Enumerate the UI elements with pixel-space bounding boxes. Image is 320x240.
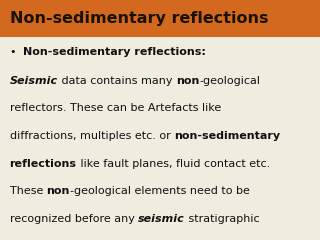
- Text: These: These: [10, 186, 46, 196]
- Text: seismic: seismic: [138, 214, 185, 224]
- Text: like fault planes, fluid contact etc.: like fault planes, fluid contact etc.: [76, 159, 270, 168]
- Text: data contains many: data contains many: [58, 76, 176, 86]
- Text: stratigraphic: stratigraphic: [185, 214, 259, 224]
- Text: -geological: -geological: [199, 76, 260, 86]
- Text: -geological elements need to be: -geological elements need to be: [70, 186, 250, 196]
- Text: reflectors. These can be Artefacts like: reflectors. These can be Artefacts like: [10, 103, 221, 113]
- Text: non: non: [46, 186, 70, 196]
- Text: Non-sedimentary reflections:: Non-sedimentary reflections:: [23, 47, 206, 57]
- Text: Non-sedimentary reflections: Non-sedimentary reflections: [10, 11, 268, 26]
- Text: Seismic: Seismic: [10, 76, 58, 86]
- Text: •: •: [10, 47, 23, 57]
- Text: reflections: reflections: [10, 159, 76, 168]
- Text: diffractions, multiples etc. or: diffractions, multiples etc. or: [10, 131, 174, 141]
- Bar: [0, 0, 320, 37]
- Text: non: non: [176, 76, 199, 86]
- Text: non-sedimentary: non-sedimentary: [174, 131, 280, 141]
- Text: recognized before any: recognized before any: [10, 214, 138, 224]
